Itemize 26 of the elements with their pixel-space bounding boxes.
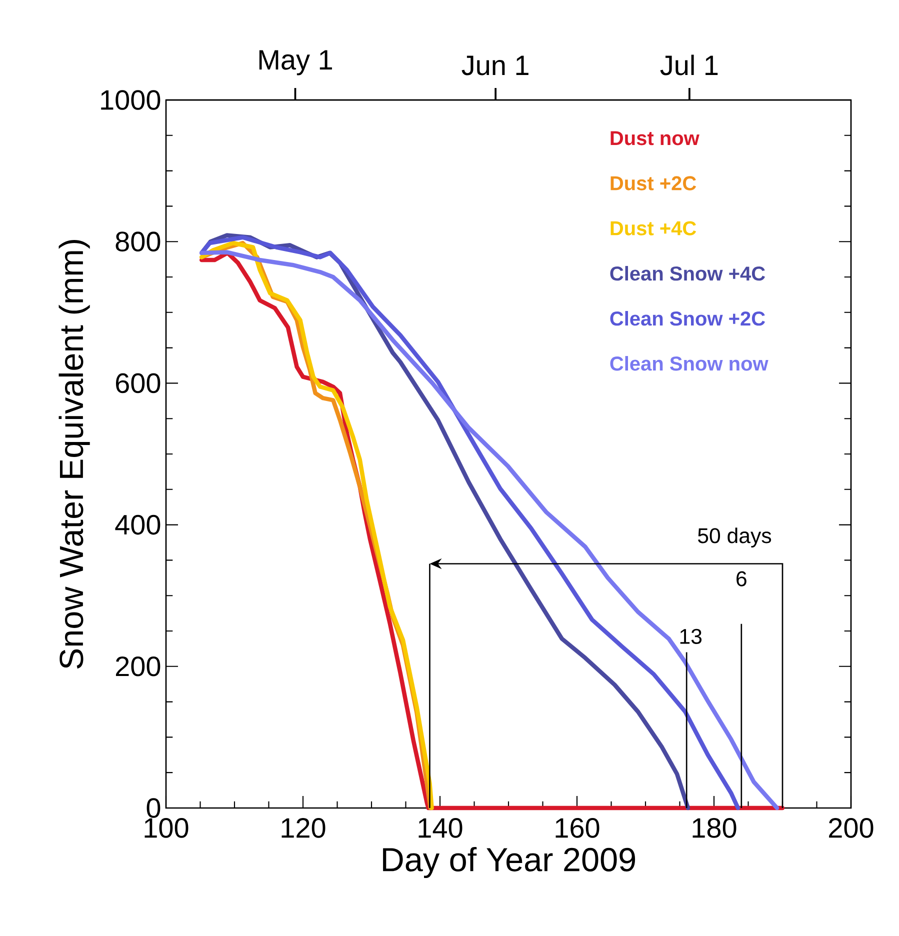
x2-tick-label: May 1: [259, 50, 332, 76]
y-tick-label: 600: [116, 373, 160, 394]
annotation: 13: [680, 628, 702, 644]
annotation: 6: [736, 571, 746, 586]
text: Clean Snow +2C: [610, 311, 766, 326]
text: Dust +4C: [610, 221, 696, 236]
x-tick-label: 180: [692, 818, 736, 838]
x-tick-label: 140: [418, 818, 462, 838]
y-tick-label: 1000: [101, 90, 160, 110]
text: Clean Snow +4C: [610, 266, 766, 281]
text: Dust +2C: [610, 176, 696, 190]
text: Clean Snow now: [610, 356, 768, 371]
y-tick-label: 0: [146, 798, 160, 818]
y-axis-title: Snow Water Equivalent (mm): [58, 240, 90, 669]
y-tick-label: 200: [116, 656, 160, 676]
y-tick-label: 400: [115, 514, 160, 535]
x-tick-label: 100: [144, 818, 188, 838]
x2-tick-label: Jun 1: [462, 56, 528, 76]
x-axis-title: Day of Year 2009: [383, 847, 636, 878]
annotation: 50 days: [698, 528, 772, 548]
text: Dust now: [610, 131, 700, 146]
x2-tick-label: Jul 1: [660, 54, 718, 76]
x-tick-label: 160: [556, 818, 600, 838]
x-tick-label: 200: [829, 818, 874, 838]
x-tick-label: 120: [282, 818, 326, 838]
y-tick-label: 800: [116, 232, 160, 252]
